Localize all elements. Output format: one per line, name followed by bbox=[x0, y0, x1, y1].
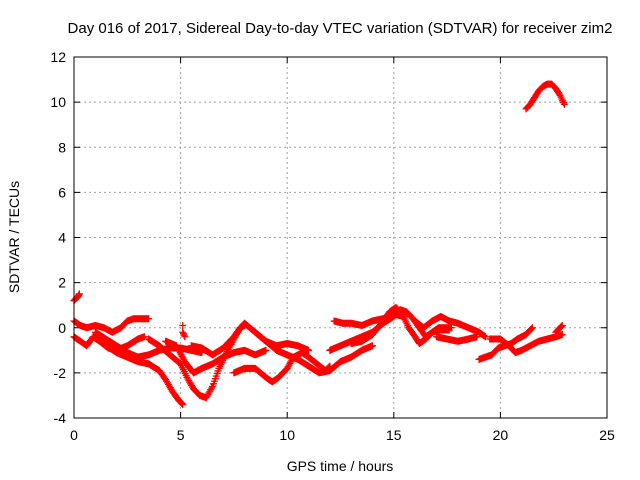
data-point bbox=[262, 346, 270, 354]
series-arc-d bbox=[102, 342, 187, 408]
y-tick-label: 8 bbox=[58, 139, 66, 155]
y-tick-label: 12 bbox=[50, 49, 66, 65]
data-point bbox=[180, 331, 188, 339]
data-point bbox=[179, 330, 187, 338]
y-tick-label: -4 bbox=[54, 410, 67, 426]
series-arc-n bbox=[432, 333, 481, 345]
x-tick-label: 25 bbox=[599, 427, 615, 443]
x-tick-label: 20 bbox=[493, 427, 509, 443]
series-arc-a bbox=[70, 315, 153, 336]
data-point bbox=[140, 333, 148, 341]
x-tick-label: 0 bbox=[70, 427, 78, 443]
grid-lines bbox=[74, 57, 607, 418]
data-point bbox=[481, 333, 489, 341]
data-point bbox=[527, 325, 535, 333]
data-point bbox=[557, 322, 565, 330]
series-arc-m bbox=[411, 312, 489, 341]
data-point bbox=[528, 324, 536, 332]
series-arc-q bbox=[552, 321, 566, 336]
data-point bbox=[75, 290, 83, 298]
data-point bbox=[305, 346, 313, 354]
x-tick-label: 15 bbox=[386, 427, 402, 443]
y-tick-label: 0 bbox=[58, 320, 66, 336]
data-points bbox=[70, 80, 568, 408]
x-axis-label: GPS time / hours bbox=[287, 458, 394, 474]
data-point bbox=[179, 328, 187, 336]
y-tick-label: 2 bbox=[58, 275, 66, 291]
data-point bbox=[368, 342, 376, 350]
data-point bbox=[178, 400, 186, 408]
series-arc-early bbox=[70, 290, 83, 305]
data-point bbox=[179, 321, 187, 329]
x-tick-label: 5 bbox=[177, 427, 185, 443]
x-tick-label: 10 bbox=[279, 427, 295, 443]
y-tick-label: 6 bbox=[58, 184, 66, 200]
data-point bbox=[179, 400, 187, 408]
chart-title: Day 016 of 2017, Sidereal Day-to-day VTE… bbox=[68, 20, 613, 37]
series-arc-i bbox=[251, 328, 376, 377]
data-point bbox=[145, 315, 153, 323]
data-point bbox=[208, 384, 216, 392]
series-arc-f bbox=[162, 337, 270, 377]
series-arc-h bbox=[230, 349, 334, 386]
data-point bbox=[473, 333, 481, 341]
series-arc-p bbox=[486, 331, 566, 357]
y-axis-label: SDTVAR / TECUs bbox=[6, 181, 22, 293]
y-tick-label: 10 bbox=[50, 94, 66, 110]
data-point bbox=[560, 100, 568, 108]
data-point bbox=[445, 326, 453, 334]
y-tick-label: 4 bbox=[58, 230, 66, 246]
plot-frame bbox=[73, 56, 608, 419]
series-arc-r bbox=[179, 321, 189, 341]
series-arc-late-high bbox=[522, 80, 568, 113]
data-point bbox=[558, 321, 566, 329]
data-point bbox=[181, 333, 189, 341]
data-point bbox=[400, 312, 408, 320]
data-point bbox=[558, 331, 566, 339]
y-tick-label: -2 bbox=[54, 365, 67, 381]
series-arc-l bbox=[330, 310, 408, 329]
